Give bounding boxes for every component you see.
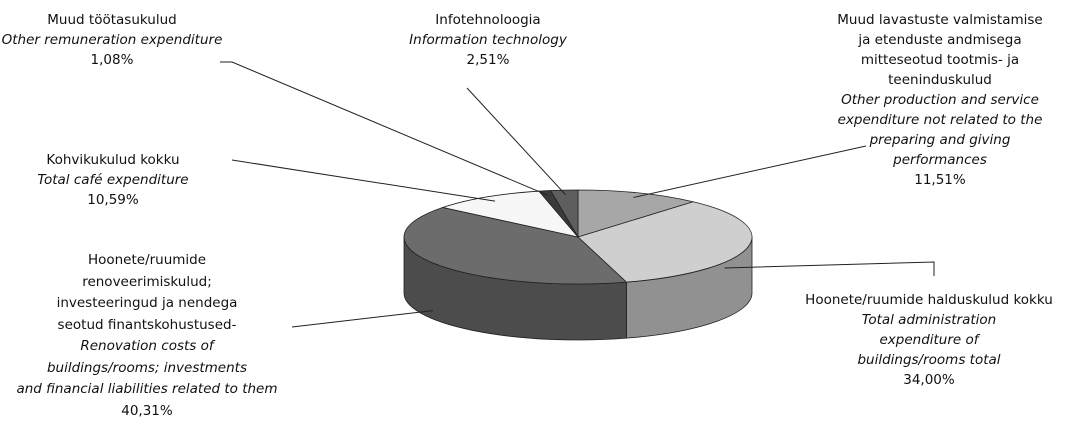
label-other-production-pct: 11,51% xyxy=(914,172,966,188)
label-other-production-et-1: Muud lavastuste valmistamise xyxy=(837,12,1043,28)
label-renovation-et-1: Hoonete/ruumide xyxy=(87,252,207,268)
label-other-remuneration-et: Muud töötasukulud xyxy=(47,12,177,28)
label-other-production-en-3: preparing and giving xyxy=(869,132,1011,148)
label-other-production-en-4: performances xyxy=(893,152,987,168)
leader-line-2 xyxy=(291,310,434,328)
label-renovation-en-2: buildings/rooms; investments xyxy=(46,359,247,376)
label-renovation: Hoonete/ruumide renoveerimiskulud; inves… xyxy=(0,250,294,422)
label-cafe-pct: 10,59% xyxy=(87,192,139,208)
label-renovation-et-3: investeeringud ja nendega xyxy=(56,295,238,311)
label-renovation-en-1: Renovation costs of xyxy=(80,338,214,354)
label-admin-en-2: expenditure of xyxy=(879,332,979,348)
pie-slice-1 xyxy=(577,201,753,283)
label-admin-pct: 34,00% xyxy=(903,372,955,388)
label-other-production-et-4: teeninduskulud xyxy=(888,72,992,88)
label-other-production-et-2: ja etenduste andmisega xyxy=(858,32,1022,48)
label-other-production: Muud lavastuste valmistamise ja etendust… xyxy=(820,10,1060,190)
pie-slice-0 xyxy=(577,189,695,238)
label-other-remuneration-en: Other remuneration expenditure xyxy=(1,32,223,48)
pie-slice-2 xyxy=(403,207,628,285)
label-cafe: Kohvikukulud kokku Total café expenditur… xyxy=(18,150,208,210)
label-info-tech-et: Infotehnoloogia xyxy=(435,12,541,28)
leader-line-3 xyxy=(231,159,496,202)
leader-line-1 xyxy=(724,261,935,276)
pie-slice-5 xyxy=(549,189,579,239)
label-renovation-et-4: seotud finantskohustused- xyxy=(57,316,237,333)
label-renovation-pct: 40,31% xyxy=(121,402,173,419)
leader-line-5 xyxy=(466,87,567,196)
label-admin: Hoonete/ruumide halduskulud kokku Total … xyxy=(798,290,1060,390)
label-other-remuneration-pct: 1,08% xyxy=(90,52,134,68)
label-info-tech-en: Information technology xyxy=(409,32,567,48)
label-info-tech-pct: 2,51% xyxy=(466,52,510,68)
pie-slice-3 xyxy=(441,190,580,238)
label-cafe-et: Kohvikukulud kokku xyxy=(46,152,180,168)
label-other-remuneration: Muud töötasukulud Other remuneration exp… xyxy=(0,10,224,70)
label-admin-en-3: buildings/rooms total xyxy=(857,352,1001,368)
leader-line-0 xyxy=(633,145,867,198)
label-renovation-et-2: renoveerimiskulud; xyxy=(82,273,212,290)
label-admin-en-1: Total administration xyxy=(861,312,997,328)
label-cafe-en: Total café expenditure xyxy=(37,172,189,188)
leader-lines xyxy=(220,61,935,328)
label-info-tech: Infotehnoloogia Information technology 2… xyxy=(393,10,583,70)
pie-tops xyxy=(403,189,753,285)
leader-line-4 xyxy=(220,61,549,196)
label-admin-et-1: Hoonete/ruumide halduskulud kokku xyxy=(805,292,1053,308)
label-renovation-en-3: and financial liabilities related to the… xyxy=(16,381,278,397)
label-other-production-et-3: mitteseotud tootmis- ja xyxy=(860,52,1020,68)
label-other-production-en-2: expenditure not related to the xyxy=(837,112,1043,128)
label-other-production-en-1: Other production and service xyxy=(841,92,1039,108)
